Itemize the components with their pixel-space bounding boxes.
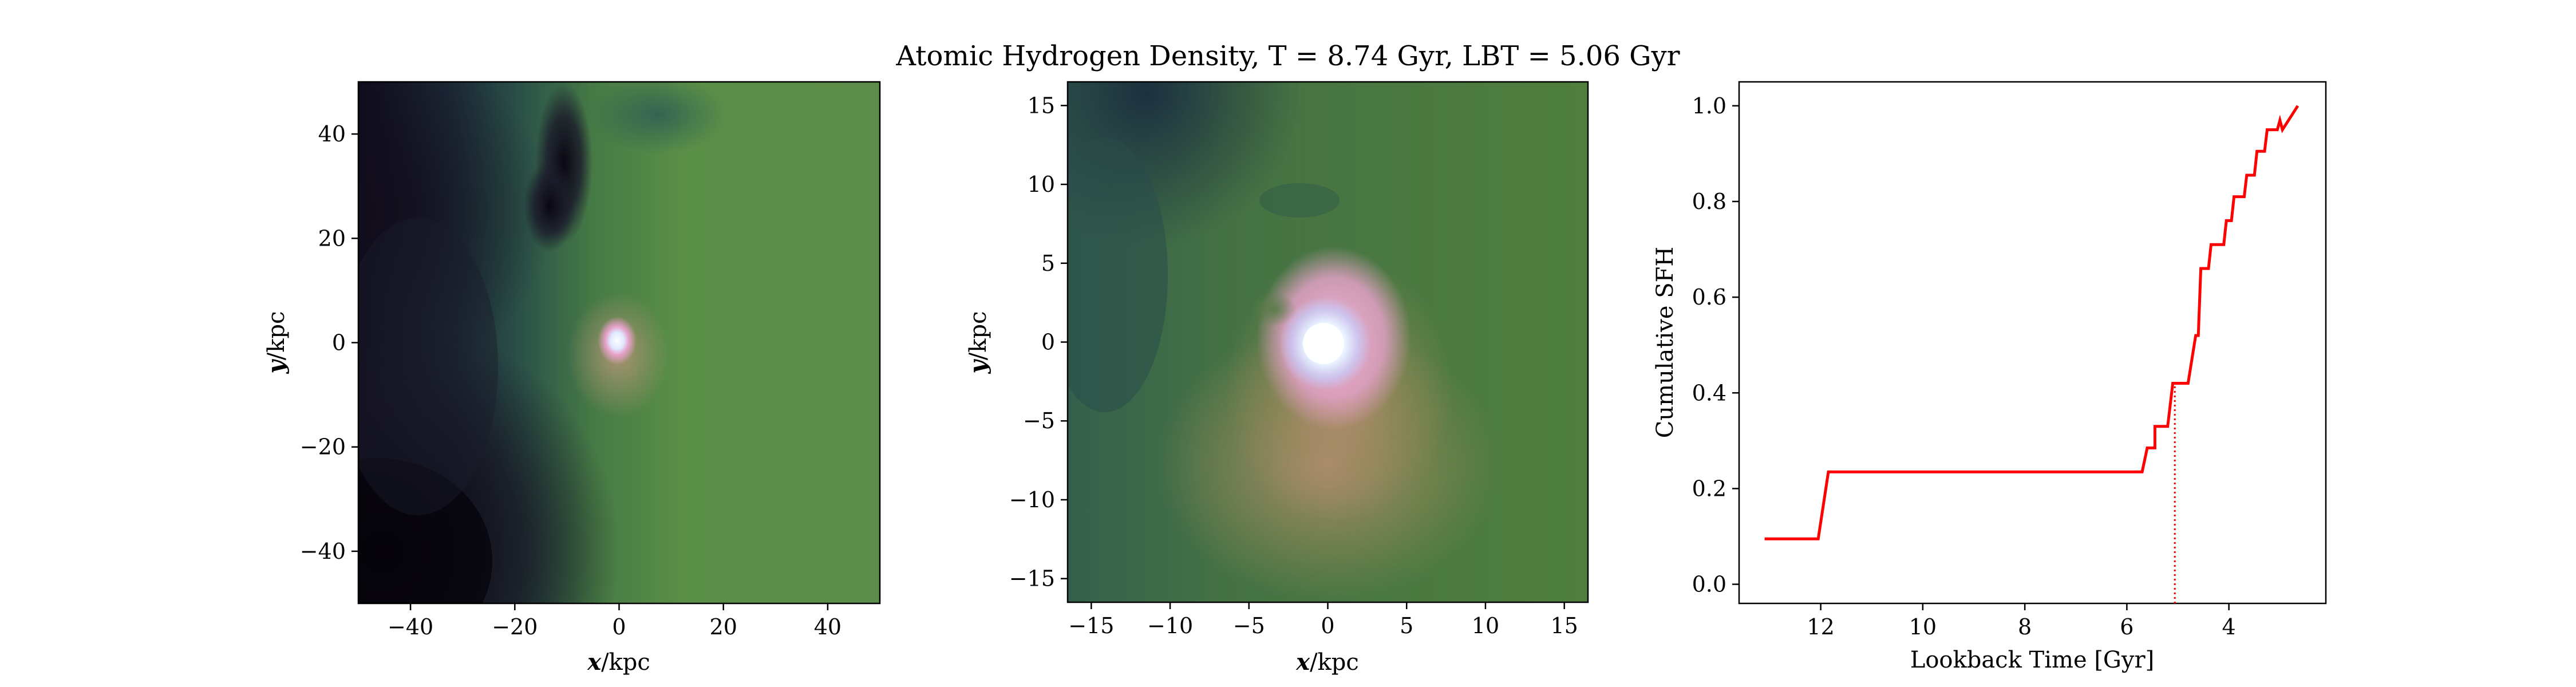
y-tick-label-sfh: 1.0 (1692, 93, 1726, 119)
x-tick-label-sfh: 4 (2222, 614, 2236, 639)
y-tick-label-sfh: 0.4 (1692, 380, 1726, 405)
y-tick-label-sfh: 0.8 (1692, 189, 1726, 214)
y-tick-label-wide: 40 (318, 121, 346, 147)
y-tick-label-zoom: 15 (1028, 93, 1055, 118)
ylabel-sfh: Cumulative SFH (1652, 247, 1678, 439)
y-tick-label-zoom: −15 (1009, 566, 1055, 591)
ylabel-zoom: y/kpc (965, 311, 991, 374)
y-tick-label-sfh: 0.0 (1692, 572, 1726, 597)
y-tick-label-wide: 20 (318, 226, 346, 251)
sfh-line (1764, 105, 2300, 540)
heatmap-zoom-image (1068, 82, 1588, 602)
y-tick-label-wide: −20 (300, 435, 346, 460)
figure-title: Atomic Hydrogen Density, T = 8.74 Gyr, L… (895, 40, 1680, 72)
axes-zoom: −15 −10 −5 0 5 10 15 −15 −10 −5 0 5 10 15 (1009, 93, 1578, 638)
x-tick-label-zoom: 10 (1472, 613, 1499, 638)
heatmap-wide-image (358, 82, 880, 603)
panel-sfh: 12 10 8 6 4 0.0 0.2 0.4 0.6 0.8 1.0 Lookback Time … (1652, 81, 2327, 673)
x-tick-label-zoom: −5 (1233, 613, 1265, 638)
axes-wide: −40 −20 0 20 40 −40 −20 0 20 40 (300, 121, 841, 639)
y-tick-label-zoom: −5 (1023, 408, 1055, 433)
panel-wide-view: −40 −20 0 20 40 −40 −20 0 20 40 x/kpc y/kpc (263, 81, 881, 676)
x-tick-label-sfh: 6 (2120, 614, 2134, 639)
x-tick-label-wide: 40 (814, 614, 841, 639)
x-tick-label-sfh: 10 (1909, 614, 1937, 639)
axes-sfh: 12 10 8 6 4 0.0 0.2 0.4 0.6 0.8 1.0 (1692, 93, 2236, 639)
y-tick-label-wide: −40 (300, 539, 346, 564)
y-tick-label-zoom: 0 (1041, 330, 1055, 355)
frame-sfh (1738, 81, 2327, 605)
x-tick-label-zoom: 15 (1551, 613, 1578, 638)
y-tick-label-zoom: −10 (1009, 487, 1055, 512)
xlabel-zoom: x/kpc (1295, 649, 1359, 676)
x-tick-label-wide: −20 (492, 614, 538, 639)
x-tick-label-sfh: 12 (1807, 614, 1834, 639)
y-tick-label-sfh: 0.6 (1692, 285, 1726, 310)
ylabel-wide: y/kpc (263, 311, 290, 374)
x-tick-label-wide: 0 (612, 614, 626, 639)
xlabel-wide: x/kpc (587, 649, 650, 676)
panel-zoom-view: −15 −10 −5 0 5 10 15 −15 −10 −5 0 5 10 15 x/kpc y/kpc (965, 81, 1589, 676)
x-tick-label-zoom: 0 (1321, 613, 1334, 638)
xlabel-sfh: Lookback Time [Gyr] (1910, 647, 2154, 673)
x-tick-label-zoom: −10 (1147, 613, 1193, 638)
x-tick-label-sfh: 8 (2018, 614, 2032, 639)
x-tick-label-wide: −40 (388, 614, 433, 639)
y-tick-label-sfh: 0.2 (1692, 476, 1726, 501)
x-tick-label-wide: 20 (710, 614, 737, 639)
x-tick-label-zoom: −15 (1068, 613, 1114, 638)
y-tick-label-zoom: 10 (1028, 172, 1055, 197)
x-tick-label-zoom: 5 (1400, 613, 1413, 638)
y-tick-label-wide: 0 (332, 330, 346, 356)
y-tick-label-zoom: 5 (1041, 251, 1055, 276)
sfh-plot-area (1764, 105, 2300, 603)
